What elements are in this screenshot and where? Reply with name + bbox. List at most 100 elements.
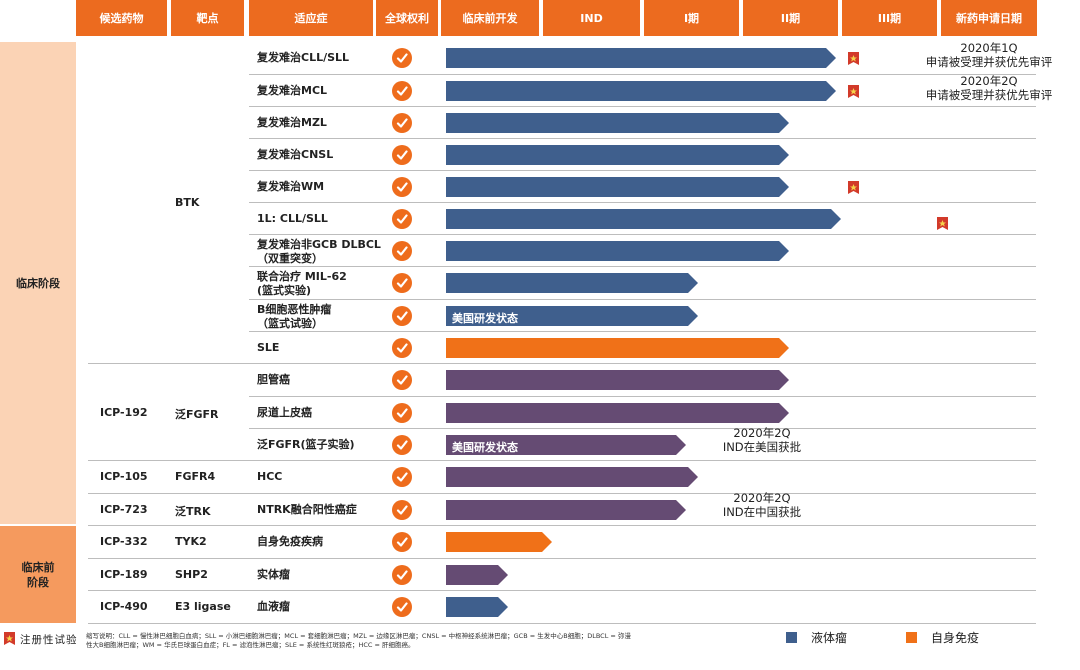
- registration-trial-flag-icon: [848, 50, 859, 65]
- row-divider: [249, 428, 1036, 429]
- rights-check-icon: [392, 370, 412, 390]
- header-3: 适应症: [249, 0, 373, 36]
- registration-trial-flag-icon: [848, 83, 859, 98]
- progress-bar: [446, 532, 552, 552]
- progress-bar: [446, 273, 698, 293]
- indication-label: 尿道上皮癌: [257, 406, 312, 419]
- drug-name: ICP-192: [100, 405, 148, 419]
- header-1: 候选药物: [76, 0, 167, 36]
- target-name: FGFR4: [175, 470, 216, 483]
- rights-check-icon: [392, 532, 412, 552]
- progress-bar: [446, 145, 789, 165]
- flag-legend-icon: [4, 632, 15, 645]
- drug-name: ICP-189: [100, 568, 148, 581]
- progress-bar: [446, 241, 789, 261]
- rights-check-icon: [392, 338, 412, 358]
- header-6: IND: [543, 0, 640, 36]
- bar-label: 美国研发状态: [452, 441, 518, 454]
- target-name: 泛FGFR: [175, 407, 219, 421]
- rights-check-icon: [392, 565, 412, 585]
- milestone-note: 2020年1Q 申请被受理并获优先审评: [925, 41, 1053, 69]
- registration-trial-flag-icon: [848, 179, 859, 194]
- indication-label: 复发难治MCL: [257, 84, 328, 97]
- header-4: 全球权利: [376, 0, 438, 36]
- stage-preclinical-label: 临床前 阶段: [21, 560, 55, 589]
- progress-bar: [446, 435, 686, 455]
- header-8: II期: [743, 0, 838, 36]
- row-divider: [249, 331, 1036, 332]
- indication-label: 胆管癌: [257, 373, 290, 386]
- progress-bar: [446, 113, 789, 133]
- rights-check-icon: [392, 113, 412, 133]
- drug-name: ICP-332: [100, 535, 148, 548]
- indication-label: 复发难治CNSL: [257, 148, 334, 161]
- row-divider: [249, 202, 1036, 203]
- row-divider: [249, 266, 1036, 267]
- header-9: III期: [842, 0, 937, 36]
- stage-clinical: 临床阶段: [0, 42, 76, 524]
- progress-bar: [446, 209, 841, 229]
- abbreviation-note: 缩写说明：CLL = 慢性淋巴细胞白血病；SLL = 小淋巴细胞淋巴瘤；MCL …: [86, 632, 631, 649]
- row-divider: [249, 106, 1036, 107]
- rights-check-icon: [392, 467, 412, 487]
- legend-autoimmune: 自身免疫: [906, 629, 979, 646]
- group-divider: [88, 525, 1036, 526]
- flag-legend-label: 注册性试验: [20, 634, 78, 646]
- rights-check-icon: [392, 435, 412, 455]
- rights-check-icon: [392, 81, 412, 101]
- indication-label: NTRK融合阳性癌症: [257, 503, 357, 516]
- progress-bar: [446, 370, 789, 390]
- group-divider: [88, 558, 1036, 559]
- progress-bar: [446, 306, 698, 326]
- indication-label: 复发难治MZL: [257, 116, 327, 129]
- group-divider: [88, 460, 1036, 461]
- rights-check-icon: [392, 241, 412, 261]
- indication-label: HCC: [257, 470, 283, 483]
- header-2: 靶点: [171, 0, 244, 36]
- indication-label: 复发难治WM: [257, 180, 325, 193]
- row-divider: [249, 234, 1036, 235]
- progress-bar: [446, 565, 508, 585]
- legend-orange-label: 自身免疫: [931, 631, 980, 645]
- row-divider: [249, 299, 1036, 300]
- legend-liquid-tumor: 液体瘤: [786, 629, 847, 646]
- header-7: I期: [644, 0, 739, 36]
- indication-label: 实体瘤: [257, 568, 290, 581]
- target-name: E3 ligase: [175, 600, 231, 613]
- row-divider: [249, 396, 1036, 397]
- group-divider: [88, 590, 1036, 591]
- progress-bar: [446, 177, 789, 197]
- progress-bar: [446, 597, 508, 617]
- progress-bar: [446, 81, 836, 101]
- progress-bar: [446, 48, 836, 68]
- rights-check-icon: [392, 306, 412, 326]
- indication-label: 自身免疫疾病: [257, 535, 323, 548]
- rights-check-icon: [392, 209, 412, 229]
- progress-bar: [446, 500, 686, 520]
- rights-check-icon: [392, 48, 412, 68]
- bottom-divider: [88, 623, 1036, 624]
- indication-label: 血液瘤: [257, 600, 290, 613]
- milestone-note: 2020年2Q IND在美国获批: [722, 426, 802, 454]
- target-name: SHP2: [175, 568, 208, 581]
- milestone-note: 2020年2Q IND在中国获批: [722, 491, 802, 519]
- milestone-note: 2020年2Q 申请被受理并获优先审评: [925, 74, 1053, 102]
- legend-blue-label: 液体瘤: [811, 631, 848, 645]
- rights-check-icon: [392, 177, 412, 197]
- group-divider: [88, 493, 1036, 494]
- registration-trial-flag-icon: [937, 215, 948, 230]
- rights-check-icon: [392, 597, 412, 617]
- indication-label: 复发难治非GCB DLBCL （双重突变）: [257, 238, 381, 265]
- target-name: BTK: [175, 196, 200, 209]
- progress-bar: [446, 403, 789, 423]
- target-name: TYK2: [175, 535, 207, 548]
- indication-label: B细胞恶性肿瘤 （篮式试验）: [257, 303, 332, 330]
- indication-label: 泛FGFR(篮子实验): [257, 438, 355, 451]
- header-10: 新药申请日期: [941, 0, 1037, 36]
- rights-check-icon: [392, 403, 412, 423]
- row-divider: [249, 74, 1036, 75]
- target-name: 泛TRK: [175, 505, 211, 518]
- group-divider: [88, 363, 1036, 364]
- drug-name: ICP-105: [100, 470, 148, 483]
- drug-name: ICP-490: [100, 600, 148, 613]
